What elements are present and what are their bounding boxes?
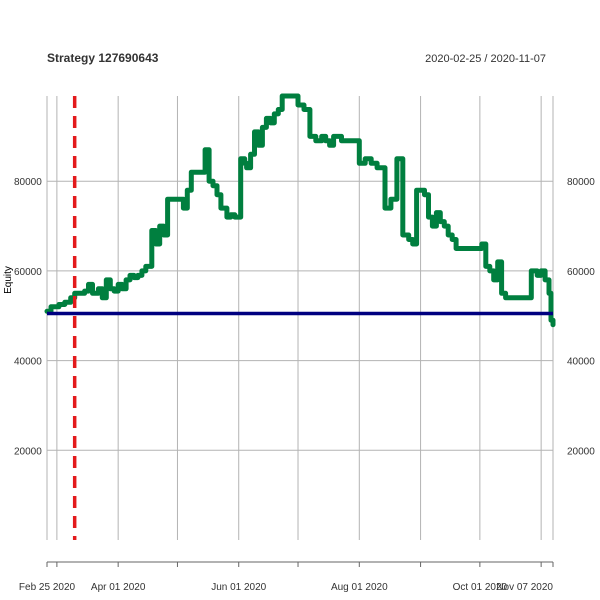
x-tick-label: Nov 07 2020 [496,582,553,593]
x-axis-ticks: Feb 25 2020 Apr 01 2020 Jun 01 2020 Aug 01 … [19,582,554,593]
chart-title: Strategy 127690643 [47,51,159,65]
x-tick-label: Apr 01 2020 [91,582,146,593]
y-tick-label-right: 40000 [567,357,595,368]
x-axis [46,561,554,567]
grid-lines [46,96,554,540]
overlay-lines [47,96,553,540]
y-tick-label-right: 20000 [567,446,595,457]
y-tick-label-left: 20000 [14,446,42,457]
y-tick-label-left: 60000 [14,267,42,278]
equity-line [44,93,556,328]
series-layer [44,93,556,328]
y-axis-ticks: 20000 20000 40000 40000 60000 60000 80000 80000 [14,177,595,457]
y-axis-label: Equity [3,266,14,294]
y-tick-label-left: 40000 [14,357,42,368]
x-tick-label: Oct 01 2020 [453,582,508,593]
y-tick-label-right: 60000 [567,267,595,278]
y-tick-label-left: 80000 [14,177,42,188]
x-tick-label: Feb 25 2020 [19,582,76,593]
y-tick-label-right: 80000 [567,177,595,188]
x-tick-label: Jun 01 2020 [211,582,266,593]
date-range-label: 2020-02-25 / 2020-11-07 [425,53,546,65]
x-tick-label: Aug 01 2020 [331,582,388,593]
